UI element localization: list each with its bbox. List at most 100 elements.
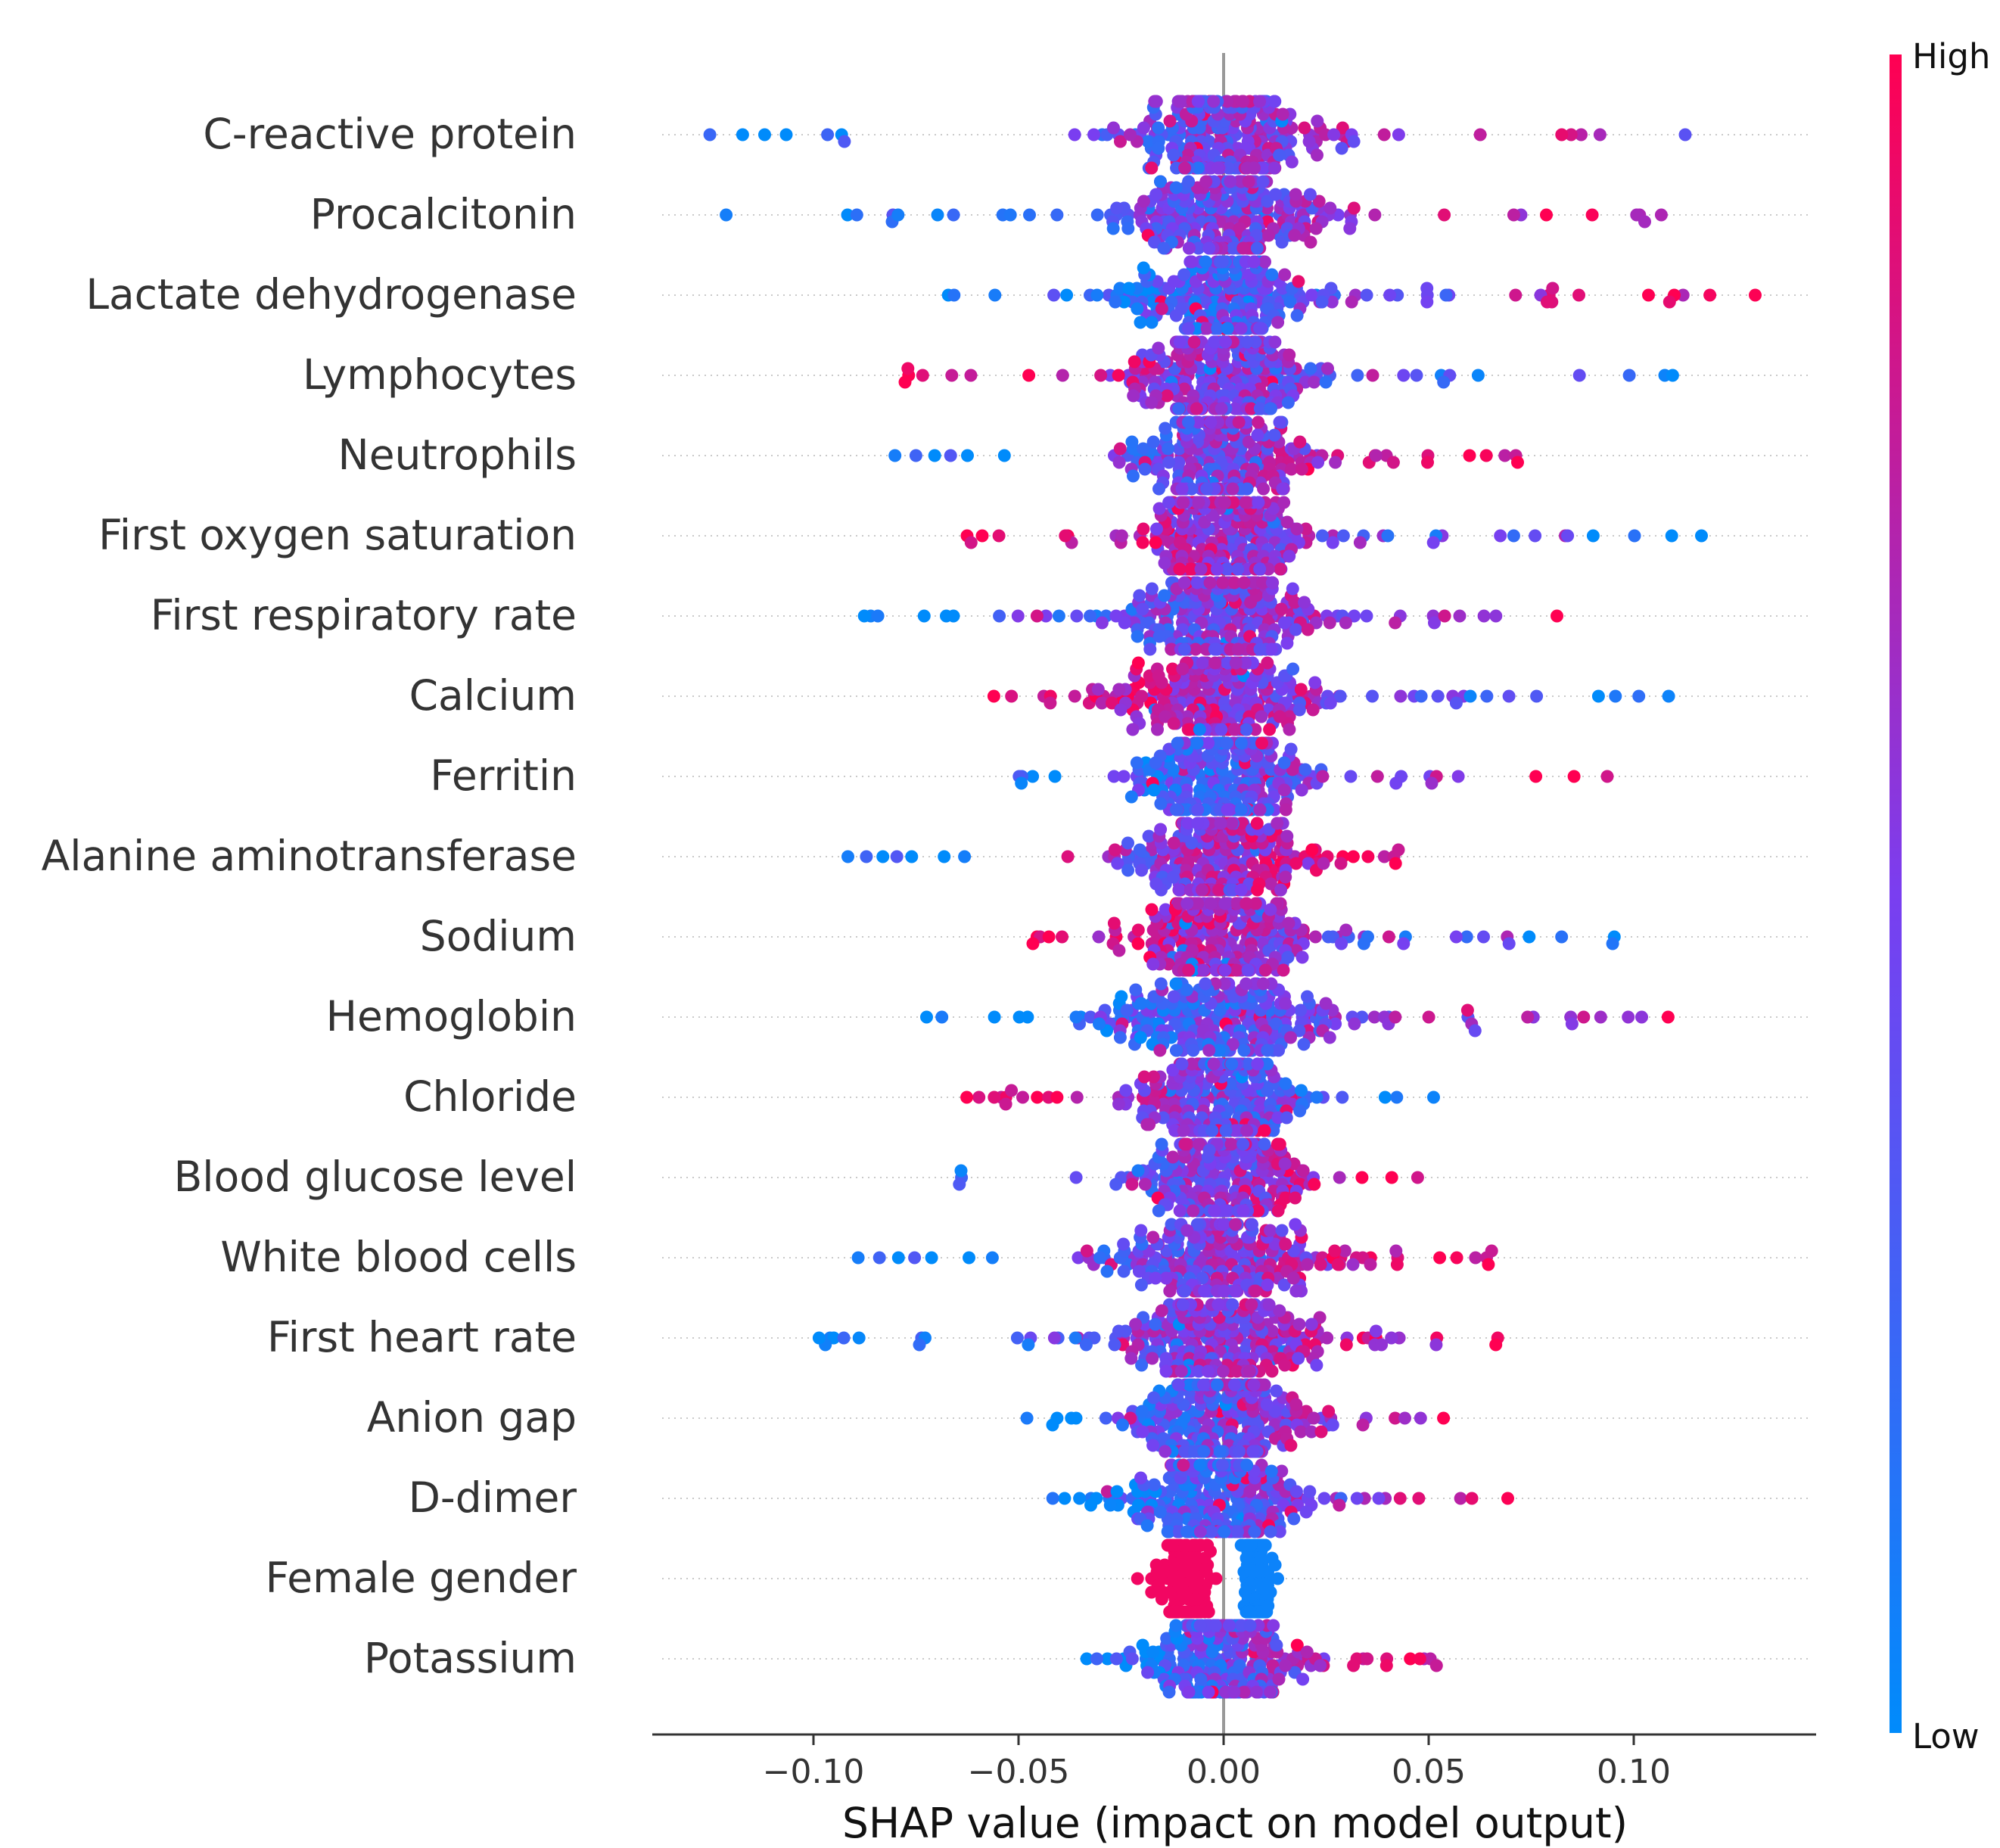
- shap-point: [1541, 295, 1554, 309]
- shap-point: [1236, 1137, 1250, 1151]
- shap-point: [1192, 415, 1205, 429]
- shap-point: [905, 850, 919, 863]
- shap-point: [876, 850, 890, 863]
- shap-point: [1224, 1137, 1238, 1151]
- shap-point: [1310, 1358, 1323, 1372]
- shap-point: [1485, 1244, 1498, 1258]
- shap-point: [1546, 282, 1560, 295]
- shap-point: [1273, 415, 1286, 429]
- shap-point: [1010, 1331, 1024, 1345]
- shap-point: [1410, 369, 1423, 382]
- shap-point: [1218, 897, 1232, 910]
- shap-point: [1115, 990, 1128, 1003]
- shap-point: [1152, 341, 1165, 355]
- shap-point: [920, 1010, 933, 1024]
- shap-point: [1169, 309, 1183, 322]
- shap-point: [1219, 1124, 1233, 1137]
- shap-point: [1147, 1478, 1161, 1492]
- shap-point: [1695, 529, 1708, 543]
- shap-point: [1245, 1298, 1258, 1311]
- shap-point: [1249, 897, 1262, 910]
- shap-point: [958, 850, 972, 863]
- shap-point: [1287, 1512, 1301, 1526]
- shap-point: [1246, 1445, 1260, 1458]
- shap-point: [1433, 1251, 1447, 1265]
- shap-point: [1131, 1164, 1145, 1178]
- shap-point: [1193, 1458, 1207, 1472]
- shap-point: [1112, 456, 1126, 469]
- shap-point: [1112, 1324, 1125, 1338]
- shap-point: [1275, 1224, 1289, 1237]
- shap-point: [1171, 1378, 1185, 1392]
- shap-point: [1256, 175, 1270, 188]
- shap-point: [1420, 295, 1434, 309]
- shap-point: [1215, 255, 1229, 269]
- shap-point: [1221, 95, 1234, 108]
- shap-point: [1154, 823, 1168, 836]
- shap-point: [1177, 642, 1191, 656]
- shap-point: [1230, 897, 1244, 910]
- shap-point: [1351, 369, 1364, 382]
- shap-point: [1250, 817, 1264, 830]
- shap-point: [1152, 1204, 1165, 1218]
- shap-point: [1453, 609, 1467, 623]
- shap-point: [1240, 723, 1253, 736]
- shap-point: [1429, 1338, 1443, 1352]
- shap-point: [1131, 923, 1145, 937]
- shap-point: [1290, 522, 1304, 536]
- shap-point: [1227, 723, 1241, 736]
- shap-point: [1167, 148, 1180, 162]
- shap-point: [1294, 683, 1308, 696]
- shap-point: [1292, 1352, 1305, 1365]
- shap-point: [1110, 1485, 1124, 1498]
- shap-point: [1118, 295, 1131, 309]
- shap-point: [1325, 295, 1339, 309]
- shap-point: [1228, 1284, 1242, 1298]
- shap-point: [1213, 1445, 1227, 1458]
- shap-point: [1439, 288, 1453, 302]
- shap-point: [1356, 1418, 1370, 1432]
- shap-point: [1261, 1278, 1274, 1292]
- shap-point: [964, 369, 978, 382]
- shap-point: [1146, 1230, 1160, 1244]
- shap-point: [953, 1178, 966, 1191]
- shap-point: [1151, 723, 1164, 736]
- shap-point: [1229, 1124, 1243, 1137]
- shap-point: [1058, 1492, 1072, 1505]
- shap-point: [1059, 529, 1072, 543]
- shap-point: [1003, 208, 1017, 222]
- shap-point: [1283, 723, 1296, 736]
- shap-point: [1414, 689, 1428, 703]
- shap-point: [1166, 1063, 1180, 1077]
- shap-point: [1304, 235, 1317, 249]
- shap-point: [1463, 449, 1476, 462]
- shap-point: [1265, 268, 1279, 282]
- shap-point: [1103, 1498, 1117, 1512]
- shap-point: [1131, 1572, 1144, 1585]
- shap-point: [1489, 609, 1503, 623]
- shap-point: [1296, 1164, 1310, 1178]
- shap-point: [1129, 983, 1143, 997]
- shap-point: [1152, 121, 1165, 135]
- shap-point: [1350, 1492, 1364, 1505]
- shap-point: [1308, 930, 1322, 944]
- shap-point: [1175, 482, 1189, 496]
- shap-point: [1449, 696, 1463, 710]
- shap-point: [1169, 181, 1183, 194]
- shap-point: [1305, 1318, 1318, 1331]
- feature-label: Calcium: [409, 671, 577, 720]
- feature-label: Alanine aminotransferase: [42, 832, 577, 880]
- shap-point: [1316, 770, 1330, 783]
- shap-point: [1372, 1492, 1386, 1505]
- shap-point: [1162, 1525, 1176, 1538]
- shap-point: [1109, 609, 1123, 623]
- shap-point: [1555, 930, 1569, 944]
- shap-point: [1158, 589, 1171, 602]
- shap-point: [1211, 1378, 1224, 1392]
- shap-point: [1308, 676, 1322, 689]
- shap-point: [1117, 1237, 1131, 1251]
- shap-point: [1389, 616, 1402, 630]
- shap-point: [1249, 723, 1262, 736]
- shap-point: [1165, 1218, 1178, 1231]
- shap-point: [1023, 208, 1036, 222]
